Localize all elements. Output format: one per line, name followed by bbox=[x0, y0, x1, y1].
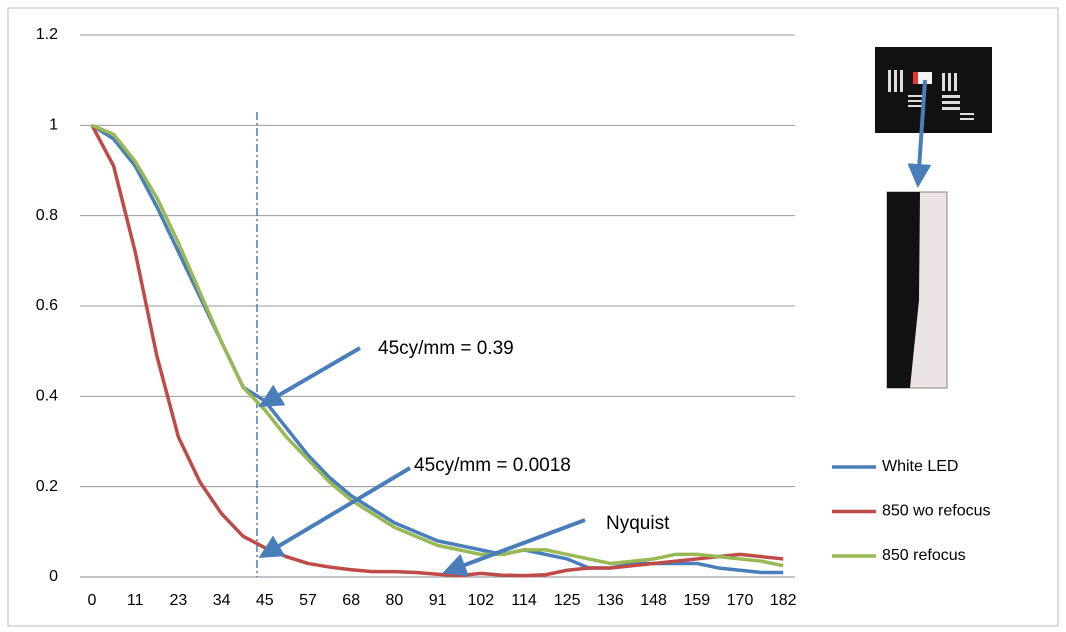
x-tick-label: 34 bbox=[213, 592, 231, 609]
y-tick-label: 0.4 bbox=[36, 388, 58, 405]
x-tick-label: 0 bbox=[88, 592, 97, 609]
annotation: 45cy/mm = 0.0018 bbox=[414, 455, 571, 476]
annotation: 45cy/mm = 0.39 bbox=[378, 338, 514, 359]
x-tick-label: 125 bbox=[554, 592, 581, 609]
x-tick-label: 68 bbox=[342, 592, 360, 609]
x-tick-label: 170 bbox=[727, 592, 754, 609]
x-tick-label: 114 bbox=[511, 592, 537, 609]
x-tick-label: 182 bbox=[770, 592, 797, 609]
x-tick-label: 45 bbox=[256, 592, 274, 609]
x-tick-label: 91 bbox=[429, 592, 447, 609]
y-tick-label: 0.8 bbox=[36, 207, 58, 224]
y-tick-label: 0.6 bbox=[36, 297, 58, 314]
y-tick-label: 1.2 bbox=[36, 26, 58, 43]
x-tick-label: 11 bbox=[127, 592, 144, 609]
legend-label: White LED bbox=[882, 458, 958, 475]
x-tick-label: 57 bbox=[299, 592, 317, 609]
chart: 0 0.2 0.4 0.6 0.8 1 1.2 0 11 23 34 45 57 68 80 91 102 114… bbox=[0, 0, 1066, 632]
annotation: Nyquist bbox=[606, 513, 670, 534]
x-tick-label: 159 bbox=[683, 592, 710, 609]
x-tick-label: 136 bbox=[597, 592, 624, 609]
y-tick-label: 0.2 bbox=[36, 478, 58, 495]
legend-label: 850 wo refocus bbox=[882, 503, 991, 520]
x-tick-label: 80 bbox=[386, 592, 404, 609]
x-tick-label: 102 bbox=[467, 592, 494, 609]
x-tick-label: 23 bbox=[170, 592, 188, 609]
x-tick-label: 148 bbox=[640, 592, 667, 609]
y-tick-label: 1 bbox=[49, 117, 58, 134]
legend-label: 850 refocus bbox=[882, 547, 966, 564]
y-tick-label: 0 bbox=[49, 568, 58, 585]
